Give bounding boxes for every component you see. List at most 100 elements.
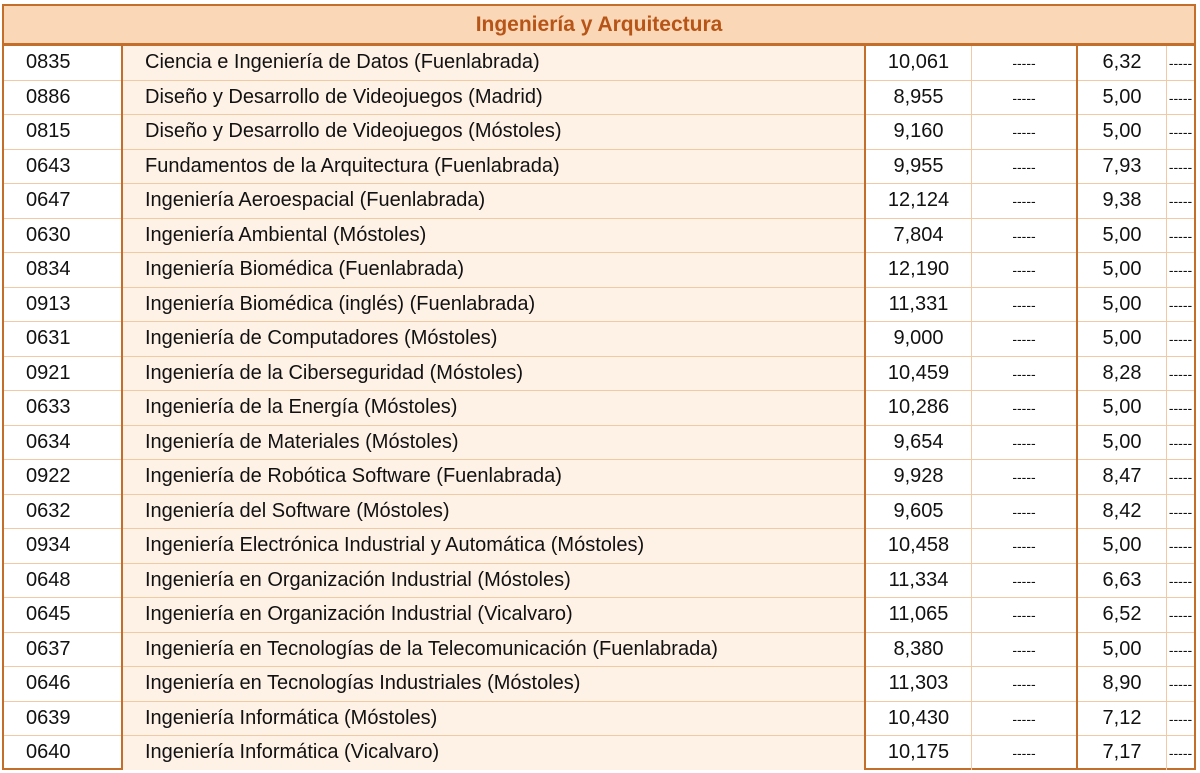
degree-name-cell: Ingeniería de Robótica Software (Fuenlab… xyxy=(122,459,866,495)
table-row: 0835 Ciencia e Ingeniería de Datos (Fuenl… xyxy=(4,46,1194,81)
table-row: 0643 Fundamentos de la Arquitectura (Fuen… xyxy=(4,149,1194,184)
degree-code-cell: 0834 xyxy=(4,252,123,288)
table-row: 0646 Ingeniería en Tecnologías Industrial… xyxy=(4,666,1194,702)
dash-placeholder: ----- xyxy=(1012,572,1036,589)
table-row: 0640 Ingeniería Informática (Vicalvaro) 10… xyxy=(4,735,1195,770)
degree-name-cell: Ciencia e Ingeniería de Datos (Fuenlabra… xyxy=(122,46,866,81)
degree-code-cell: 0630 xyxy=(4,218,123,253)
empty-value-cell: ----- xyxy=(971,287,1078,322)
dash-placeholder: ----- xyxy=(1168,469,1193,486)
dash-placeholder: ----- xyxy=(1012,262,1036,279)
degree-name-cell: Ingeniería Electrónica Industrial y Auto… xyxy=(122,528,866,564)
dash-placeholder: ----- xyxy=(1168,503,1193,520)
degree-name-cell: Ingeniería en Organización Industrial (M… xyxy=(122,563,866,598)
empty-value-cell: ----- xyxy=(971,149,1078,184)
cutoff-grade-cell: 11,065 xyxy=(865,597,972,633)
dash-placeholder: ----- xyxy=(1012,365,1036,382)
cutoff-grade-cell: 11,334 xyxy=(865,563,972,598)
degree-code-cell: 0646 xyxy=(4,666,123,702)
dash-placeholder: ----- xyxy=(1168,572,1193,589)
empty-value-cell: ----- xyxy=(1166,666,1194,702)
degree-name-cell: Fundamentos de la Arquitectura (Fuenlabr… xyxy=(122,149,866,184)
empty-value-cell: ----- xyxy=(1166,252,1194,288)
dash-placeholder: ----- xyxy=(1012,641,1036,658)
second-grade-cell: 7,17 xyxy=(1077,735,1167,770)
table-body: 0835 Ciencia e Ingeniería de Datos (Fuenl… xyxy=(4,46,1194,770)
cutoff-grade-cell: 9,955 xyxy=(865,149,972,184)
degree-name-cell: Ingeniería en Tecnologías de la Telecomu… xyxy=(122,632,866,667)
degree-name-cell: Diseño y Desarrollo de Videojuegos (Móst… xyxy=(122,114,866,150)
second-grade-cell: 5,00 xyxy=(1077,390,1167,426)
cutoff-grade-cell: 11,331 xyxy=(865,287,972,322)
empty-value-cell: ----- xyxy=(1166,494,1194,529)
degree-code-cell: 0835 xyxy=(4,46,123,81)
degree-name-cell: Ingeniería Biomédica (inglés) (Fuenlabra… xyxy=(122,287,866,322)
cutoff-grade-cell: 8,955 xyxy=(865,80,972,115)
second-grade-cell: 7,93 xyxy=(1077,149,1167,184)
dash-placeholder: ----- xyxy=(1168,55,1193,72)
empty-value-cell: ----- xyxy=(971,114,1078,150)
table-title: Ingeniería y Arquitectura xyxy=(4,6,1194,46)
table-row: 0639 Ingeniería Informática (Móstoles) 10,… xyxy=(4,701,1194,736)
dash-placeholder: ----- xyxy=(1012,227,1036,244)
second-grade-cell: 5,00 xyxy=(1077,528,1167,564)
dash-placeholder: ----- xyxy=(1012,434,1036,451)
empty-value-cell: ----- xyxy=(1166,287,1194,322)
empty-value-cell: ----- xyxy=(971,528,1078,564)
table-row: 0921 Ingeniería de la Ciberseguridad (Mós… xyxy=(4,356,1194,391)
cutoff-grade-cell: 9,160 xyxy=(865,114,972,150)
dash-placeholder: ----- xyxy=(1012,55,1036,72)
empty-value-cell: ----- xyxy=(971,80,1078,115)
empty-value-cell: ----- xyxy=(1166,563,1194,598)
degree-code-cell: 0632 xyxy=(4,494,123,529)
degree-name-cell: Ingeniería Biomédica (Fuenlabrada) xyxy=(122,252,866,288)
degree-code-cell: 0645 xyxy=(4,597,123,633)
dash-placeholder: ----- xyxy=(1168,158,1193,175)
empty-value-cell: ----- xyxy=(1166,149,1194,184)
table-row: 0632 Ingeniería del Software (Móstoles) 9,… xyxy=(4,494,1194,529)
grades-table-sheet: Ingeniería y Arquitectura 0835 Ciencia e … xyxy=(2,4,1196,770)
empty-value-cell: ----- xyxy=(971,252,1078,288)
empty-value-cell: ----- xyxy=(1166,390,1194,426)
degree-name-cell: Ingeniería en Tecnologías Industriales (… xyxy=(122,666,866,702)
degree-code-cell: 0637 xyxy=(4,632,123,667)
second-grade-cell: 8,47 xyxy=(1077,459,1167,495)
table-row: 0834 Ingeniería Biomédica (Fuenlabrada) 12… xyxy=(4,252,1194,288)
dash-placeholder: ----- xyxy=(1012,745,1036,762)
dash-placeholder: ----- xyxy=(1012,158,1036,175)
degree-name-cell: Diseño y Desarrollo de Videojuegos (Madr… xyxy=(122,80,866,115)
table-row: 0630 Ingeniería Ambiental (Móstoles) 7,804… xyxy=(4,218,1194,253)
degree-name-cell: Ingeniería del Software (Móstoles) xyxy=(122,494,866,529)
empty-value-cell: ----- xyxy=(971,563,1078,598)
table-row: 0648 Ingeniería en Organización Industria… xyxy=(4,563,1194,598)
degree-code-cell: 0922 xyxy=(4,459,123,495)
empty-value-cell: ----- xyxy=(971,46,1078,81)
dash-placeholder: ----- xyxy=(1012,469,1036,486)
table-row: 0633 Ingeniería de la Energía (Móstoles) 1… xyxy=(4,390,1194,426)
dash-placeholder: ----- xyxy=(1012,538,1036,555)
dash-placeholder: ----- xyxy=(1168,434,1193,451)
degree-code-cell: 0886 xyxy=(4,80,123,115)
empty-value-cell: ----- xyxy=(971,390,1078,426)
empty-value-cell: ----- xyxy=(971,735,1078,770)
cutoff-grade-cell: 9,605 xyxy=(865,494,972,529)
empty-value-cell: ----- xyxy=(971,183,1078,219)
empty-value-cell: ----- xyxy=(971,459,1078,495)
degree-code-cell: 0648 xyxy=(4,563,123,598)
table-row: 0647 Ingeniería Aeroespacial (Fuenlabrada… xyxy=(4,183,1194,219)
degree-name-cell: Ingeniería de la Energía (Móstoles) xyxy=(122,390,866,426)
dash-placeholder: ----- xyxy=(1168,89,1193,106)
empty-value-cell: ----- xyxy=(1166,701,1194,736)
cutoff-grade-cell: 10,459 xyxy=(865,356,972,391)
empty-value-cell: ----- xyxy=(1166,632,1194,667)
dash-placeholder: ----- xyxy=(1168,710,1193,727)
dash-placeholder: ----- xyxy=(1012,607,1036,624)
table-row: 0815 Diseño y Desarrollo de Videojuegos (… xyxy=(4,114,1194,150)
second-grade-cell: 9,38 xyxy=(1077,183,1167,219)
empty-value-cell: ----- xyxy=(971,425,1078,460)
empty-value-cell: ----- xyxy=(1167,736,1195,770)
dash-placeholder: ----- xyxy=(1168,400,1193,417)
second-grade-cell: 7,12 xyxy=(1077,701,1167,736)
cutoff-grade-cell: 12,190 xyxy=(865,252,972,288)
second-grade-cell: 6,32 xyxy=(1077,46,1167,81)
